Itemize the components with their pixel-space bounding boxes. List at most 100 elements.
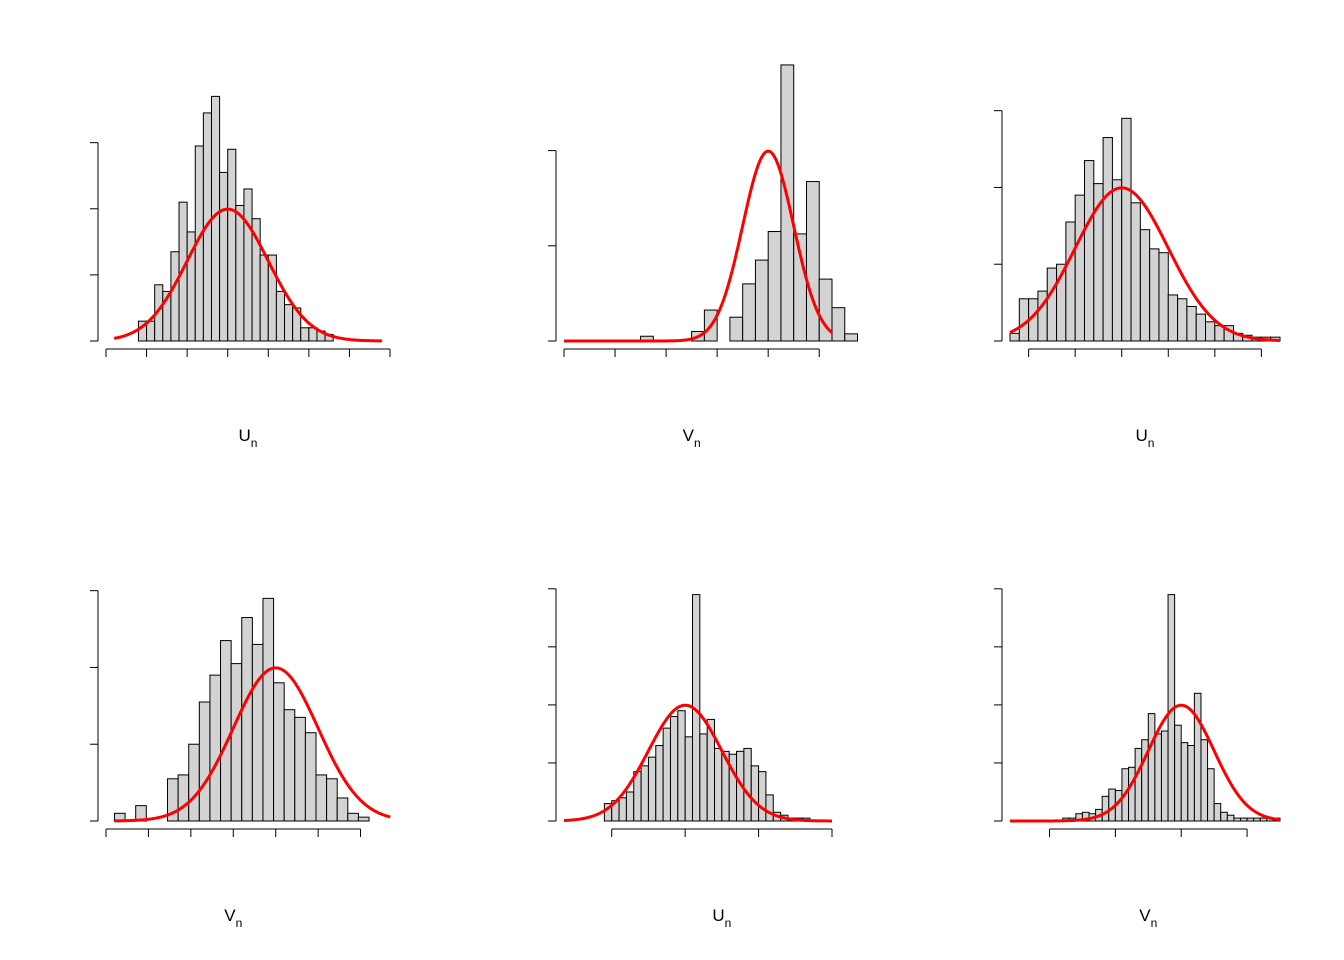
x-axis-label-main: V (224, 906, 236, 925)
histogram-bar (1160, 730, 1169, 822)
histogram-bar (243, 188, 253, 342)
histogram-bar (1130, 202, 1141, 342)
histogram-bar (1083, 160, 1095, 342)
x-axis-label-subscript: n (1148, 436, 1155, 450)
histogram-bar (1128, 766, 1136, 822)
histogram-bar (304, 732, 317, 822)
x-axis-label-main: U (239, 426, 251, 445)
histogram-bar (188, 743, 200, 822)
histogram-bar (1246, 817, 1255, 822)
histogram-bar (662, 727, 671, 822)
histogram-bar (170, 251, 180, 342)
histogram-bar (669, 716, 679, 822)
x-axis-label-main: U (712, 906, 724, 925)
histogram-bar (275, 290, 286, 342)
histogram-bar (177, 774, 190, 822)
histogram-bar (714, 747, 723, 822)
histogram-bar (1139, 229, 1151, 342)
histogram-bar (209, 674, 222, 822)
x-axis-label: Vn (683, 426, 701, 450)
histogram-bar (1009, 332, 1020, 342)
histogram-bar (1174, 724, 1182, 822)
histogram-bar (283, 709, 296, 822)
histogram-bar (640, 765, 649, 822)
histogram-bar (1102, 137, 1113, 342)
histogram-bar (1205, 321, 1216, 342)
histogram-bar (262, 597, 275, 822)
histogram-bar (1046, 267, 1058, 342)
histogram-bar (1220, 811, 1228, 822)
histogram-bar (655, 745, 664, 822)
x-axis-label-subscript: n (236, 916, 243, 930)
normal-density-curve (114, 666, 391, 823)
histogram-bar (1147, 713, 1156, 822)
histogram-panel-1: Un (90, 95, 391, 450)
normal-density-curve (1009, 186, 1281, 343)
histogram-bar (1226, 814, 1235, 822)
histogram-bar (647, 756, 657, 822)
histogram-bar (1187, 745, 1195, 822)
histogram-bar (235, 204, 245, 342)
x-axis-label-main: U (1136, 426, 1148, 445)
normal-density-curve (113, 207, 382, 343)
histogram-bar (805, 181, 820, 342)
histogram-bar (633, 771, 642, 822)
histogram-bar (336, 797, 349, 822)
x-axis-label-subscript: n (694, 436, 701, 450)
histogram-bar (618, 797, 627, 822)
histogram-bar (1134, 747, 1143, 822)
histogram-bar (1074, 194, 1085, 342)
normal-density-curve (1010, 703, 1281, 823)
histogram-bar (625, 791, 635, 822)
x-axis-label: Un (1136, 426, 1155, 450)
histogram-bar (1149, 248, 1160, 342)
histogram-bar (357, 816, 370, 822)
histogram-bar (1213, 803, 1222, 822)
histogram-bar (1065, 221, 1076, 342)
histogram-bar (1154, 733, 1162, 822)
histogram-bar (1177, 298, 1188, 342)
histogram-bar (1101, 795, 1110, 822)
histogram-bar (347, 812, 359, 822)
histogram-bar (219, 171, 229, 342)
histogram-bar (1111, 179, 1123, 342)
histogram-bar (146, 320, 156, 342)
histogram-bar (684, 736, 693, 822)
histogram-bar (315, 774, 328, 822)
histogram-bar (750, 765, 760, 822)
histogram-bar (220, 640, 232, 822)
histogram-bar (241, 617, 253, 822)
x-axis-label-subscript: n (251, 436, 258, 450)
histogram-bar (699, 733, 708, 822)
histogram-panel-5: Un (548, 588, 833, 930)
normal-density-curve (564, 149, 833, 343)
histogram-panel-6: Vn (994, 588, 1281, 930)
histogram-bar (743, 747, 752, 822)
histogram-bar (1200, 739, 1209, 822)
histogram-panel-3: Un (994, 110, 1281, 450)
histogram-bar (1158, 252, 1169, 342)
x-axis-label-main: V (683, 426, 695, 445)
histogram-bar (227, 148, 237, 342)
x-axis-label: Vn (1139, 906, 1157, 930)
histogram-panel-2: Vn (548, 64, 859, 450)
histogram-bar (765, 794, 774, 822)
histogram-bar (1180, 742, 1189, 822)
x-axis-label: Vn (224, 906, 242, 930)
histogram-bar (300, 327, 310, 342)
histogram-bar (1195, 313, 1207, 342)
histogram-bar (831, 307, 846, 342)
histogram-bar (1233, 817, 1241, 822)
histogram-bar (1193, 692, 1202, 822)
histogram-bar (1207, 768, 1215, 822)
histogram-bar (198, 701, 211, 822)
histogram-bar (230, 663, 243, 822)
normal-density-curve (563, 703, 832, 823)
histogram-bar (294, 716, 306, 822)
histogram-bar (742, 283, 756, 342)
x-axis-label-subscript: n (725, 916, 732, 930)
histogram-bar (259, 254, 269, 342)
histogram-bar (729, 316, 744, 342)
histogram-bar (273, 682, 285, 822)
